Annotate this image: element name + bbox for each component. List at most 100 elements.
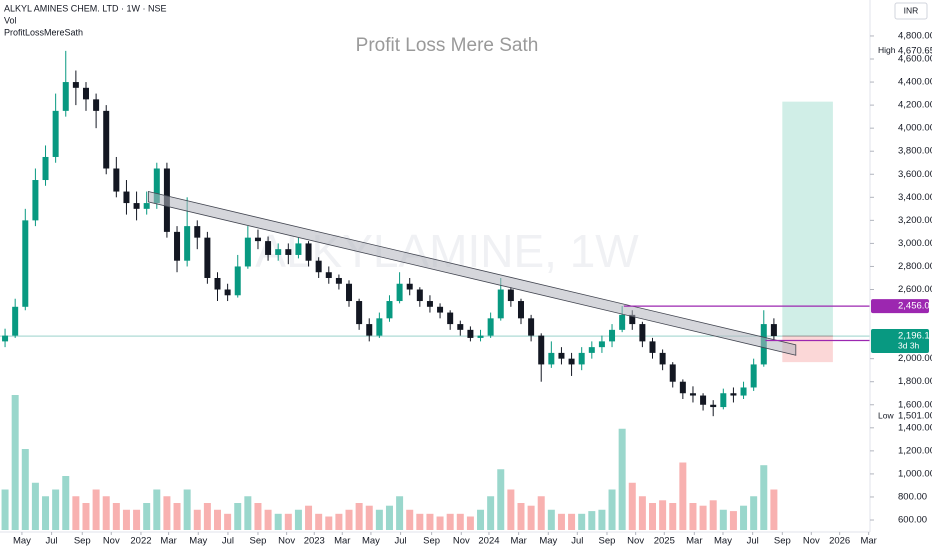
volume-bar [547, 509, 555, 530]
volume-bar [689, 503, 697, 530]
x-tick-label: Mar [860, 536, 876, 547]
volume-bar [760, 465, 768, 530]
candle-body [598, 341, 605, 348]
candle-body [315, 260, 322, 273]
candle-body [82, 87, 89, 100]
candle-body [740, 387, 747, 396]
x-tick-label: Jul [571, 536, 583, 547]
x-tick-label: 2025 [654, 536, 675, 547]
candle-body [113, 168, 120, 192]
volume-bar [659, 500, 667, 530]
y-tick-label: 3,600.00 [898, 169, 932, 180]
candle-body [770, 324, 777, 337]
low-value: 1,501.00 [898, 411, 932, 422]
candle-body [72, 82, 79, 88]
volume-bar [62, 476, 70, 530]
x-tick-label: Mar [334, 536, 350, 547]
candle-body [487, 318, 494, 336]
candle-body [548, 352, 555, 365]
volume-bar [305, 505, 313, 530]
level-label: 2,456.00 [898, 301, 932, 312]
volume-bar [264, 509, 272, 530]
y-tick-label: 2,000.00 [898, 353, 932, 364]
volume-bar [699, 505, 707, 530]
high-value: 4,670.65 [898, 45, 932, 56]
candle-body [133, 203, 140, 209]
x-tick-label: Nov [803, 536, 820, 547]
x-tick-label: Sep [423, 536, 440, 547]
x-tick-label: Sep [599, 536, 616, 547]
y-tick-label: 600.00 [898, 515, 927, 526]
x-tick-label: 2024 [478, 536, 499, 547]
volume-bar [52, 489, 60, 530]
volume-bar [345, 509, 353, 530]
volume-bar [426, 513, 434, 530]
candle-body [669, 364, 676, 382]
x-tick-label: Jul [395, 536, 407, 547]
x-tick-label: Nov [103, 536, 120, 547]
candle-body [224, 289, 231, 296]
volume-bar [365, 505, 373, 530]
x-tick-label: Nov [278, 536, 295, 547]
volume-bar [193, 509, 201, 530]
currency-box[interactable] [894, 2, 928, 20]
volume-bar [183, 489, 191, 530]
volume-bar [42, 496, 50, 530]
candle-body [659, 352, 666, 365]
volume-bar [719, 509, 727, 530]
volume-bar [72, 496, 80, 530]
candle-body [619, 314, 626, 330]
volume-bar [598, 509, 606, 530]
y-tick-label: 1,200.00 [898, 445, 932, 456]
volume-bar [679, 462, 687, 530]
level-label-box [871, 299, 929, 314]
candle-body [123, 191, 130, 204]
y-tick-label: 4,800.00 [898, 30, 932, 41]
candle-body [416, 289, 423, 302]
volume-bar [284, 513, 292, 530]
volume-bar [628, 482, 636, 530]
candle-body [42, 156, 49, 181]
candle-body [629, 314, 636, 325]
volume-bar [497, 469, 505, 530]
y-tick-label: 4,200.00 [898, 100, 932, 111]
candle-body [143, 203, 150, 209]
volume-bar [557, 513, 565, 530]
candle-body [447, 312, 454, 325]
candle-body [689, 393, 696, 396]
candle-body [497, 289, 504, 319]
x-tick-label: Mar [160, 536, 176, 547]
x-tick-label: May [714, 536, 732, 547]
y-tick-label: 3,400.00 [898, 192, 932, 203]
candle-body [335, 277, 342, 284]
candle-body [103, 110, 110, 169]
indicator-label: Vol [4, 15, 17, 25]
x-tick-label: May [189, 536, 207, 547]
candle-body [376, 318, 383, 336]
candle-body [305, 243, 312, 261]
y-tick-label: 800.00 [898, 491, 927, 502]
candle-body [639, 324, 646, 342]
candle-body [22, 220, 29, 307]
x-tick-label: Jul [222, 536, 234, 547]
volume-bar [618, 428, 626, 530]
candle-body [578, 352, 585, 365]
volume-bar [254, 503, 262, 530]
countdown: 3d 3h [898, 340, 920, 350]
low-name: Low [878, 410, 894, 420]
candle-body [2, 335, 9, 342]
y-tick-label: 4,000.00 [898, 123, 932, 134]
candle-body [609, 329, 616, 342]
volume-bar [234, 503, 242, 530]
candle-body [710, 404, 717, 408]
last-price-box [871, 329, 929, 354]
volume-bar [608, 489, 616, 530]
volume-bar [82, 503, 90, 530]
candle-body [234, 266, 241, 296]
candle-body [528, 318, 535, 336]
volume-bar [325, 516, 333, 530]
volume-bar [649, 503, 656, 530]
candle-body [396, 283, 403, 302]
currency: INR [904, 5, 919, 15]
